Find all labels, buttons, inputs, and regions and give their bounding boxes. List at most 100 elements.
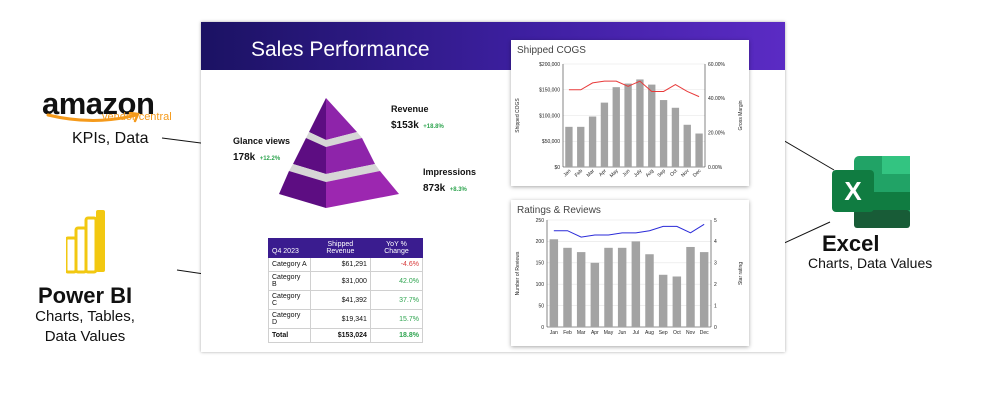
x-tick-label: May — [609, 168, 620, 179]
table-row: Category B $31,000 42.0% — [268, 271, 424, 291]
x-tick-label: Oct — [669, 168, 679, 178]
pyramid-label-glance-views: Glance views — [233, 136, 291, 146]
x-tick-label: Jan — [550, 330, 558, 336]
y2-tick-label: 20.00% — [708, 130, 726, 136]
x-tick-label: Dec — [692, 168, 703, 179]
x-tick-label: Jun — [622, 168, 632, 178]
x-tick-label: Oct — [673, 330, 681, 336]
table-row: Category A $61,291 -4.6% — [268, 257, 424, 272]
table-total-label: Total — [268, 328, 311, 343]
bar — [624, 83, 632, 167]
pyramid-tier-bottom — [279, 171, 326, 208]
y-tick-label: $0 — [554, 165, 560, 171]
excel-icon: X — [832, 156, 910, 228]
y2-tick-label: 1 — [714, 303, 717, 309]
y-tick-label: $50,000 — [542, 139, 560, 145]
bar — [588, 116, 597, 167]
y2-tick-label: 40.00% — [708, 96, 726, 102]
x-tick-label: Feb — [563, 330, 572, 336]
y-axis-label: Number of Reviews — [515, 251, 521, 295]
x-tick-label: May — [604, 330, 614, 336]
table-cell-category: Category D — [268, 309, 311, 329]
y2-tick-label: 0 — [714, 325, 717, 331]
bar — [695, 133, 703, 167]
table-header-change: YoY % Change — [369, 238, 424, 258]
bar — [636, 79, 644, 167]
y2-axis-label: Star rating — [738, 262, 744, 285]
y-axis-label: Shipped COGS — [515, 98, 521, 133]
pyramid-tier-bottom-right — [326, 171, 399, 208]
bar — [631, 241, 641, 327]
x-tick-label: Nov — [680, 168, 691, 179]
ratings-reviews-chart: Ratings & Reviews 0 50 100 150 200 250 0 1 2 3 4 5 J… — [511, 200, 749, 346]
pyramid-value-glance-row: 178k +12.2% — [233, 147, 280, 165]
bar — [659, 100, 668, 167]
x-tick-label: Jun — [618, 330, 626, 336]
pyramid-tier-middle — [293, 138, 326, 174]
y-tick-label: 0 — [541, 325, 544, 331]
series-line — [568, 80, 700, 98]
bar — [604, 247, 613, 327]
excel-icon-letter: X — [844, 176, 862, 206]
table-cell-change: 15.7% — [369, 309, 424, 329]
y-tick-label: $100,000 — [539, 113, 560, 119]
bar — [590, 262, 600, 327]
bar — [577, 126, 585, 167]
x-tick-label: Sep — [656, 168, 667, 179]
y-tick-label: $200,000 — [539, 62, 560, 68]
bar — [617, 247, 627, 327]
y2-tick-label: 5 — [714, 218, 717, 224]
pyramid-value-impressions: 873k — [423, 183, 446, 194]
powerbi-icon — [66, 210, 105, 274]
table-cell-revenue: $41,392 — [309, 290, 371, 310]
bar — [658, 274, 668, 327]
pyramid-value-impressions-row: 873k +8.3% — [423, 178, 467, 196]
table-cell-category: Category A — [268, 257, 311, 272]
y2-tick-label: 0.00% — [708, 165, 723, 171]
bar — [671, 107, 680, 167]
powerbi-caption-line-2: Data Values — [44, 328, 126, 345]
y2-tick-label: 4 — [714, 239, 717, 245]
y2-tick-label: 2 — [714, 282, 717, 288]
table-cell-change: -4.6% — [369, 257, 424, 272]
x-tick-label: Mar — [586, 168, 597, 179]
revenue-table: Q4 2023 Shipped Revenue YoY % Change Cat… — [268, 238, 424, 343]
bar — [612, 87, 620, 167]
table-row: Category D $19,341 15.7% — [268, 309, 424, 329]
pyramid-change-glance-views: +12.2% — [259, 156, 281, 162]
table-cell-category: Category B — [268, 271, 311, 291]
powerbi-caption-line-1: Charts, Tables, — [35, 308, 135, 325]
bar — [565, 126, 573, 167]
y-tick-label: 100 — [536, 282, 545, 288]
chart-title: Shipped COGS — [517, 45, 586, 56]
pyramid-value-revenue: $153k — [391, 120, 419, 131]
pyramid-tier-middle-right — [326, 138, 375, 174]
table-total-row: Total $153,024 18.8% — [268, 328, 424, 343]
slide-title: Sales Performance — [251, 38, 430, 61]
table-cell-change: 37.7% — [369, 290, 424, 310]
x-tick-label: Dec — [700, 330, 709, 336]
x-tick-label: Apr — [598, 168, 608, 178]
pyramid-tier-top-right — [326, 98, 357, 140]
pyramid-value-revenue-row: $153k +18.8% — [391, 115, 444, 133]
amazon-caption: KPIs, Data — [72, 130, 149, 147]
bar — [645, 254, 654, 327]
bar — [683, 124, 691, 167]
bar — [600, 102, 609, 167]
pyramid-value-glance-views: 178k — [233, 152, 256, 163]
table-header-revenue: Shipped Revenue — [309, 238, 371, 258]
x-tick-label: Nov — [686, 330, 695, 336]
x-tick-label: Mar — [577, 330, 586, 336]
chart-title: Ratings & Reviews — [517, 205, 601, 216]
bar — [686, 246, 695, 327]
series-line — [553, 223, 705, 238]
powerbi-title: Power BI — [38, 283, 133, 308]
x-tick-label: Jul — [633, 330, 639, 336]
table-header-period: Q4 2023 — [268, 238, 311, 258]
table-cell-revenue: $31,000 — [309, 271, 371, 291]
x-tick-label: July — [633, 168, 644, 179]
y-tick-label: $150,000 — [539, 88, 560, 94]
bar — [672, 276, 682, 327]
pyramid-change-revenue: +18.8% — [423, 124, 444, 130]
bar — [563, 247, 572, 327]
